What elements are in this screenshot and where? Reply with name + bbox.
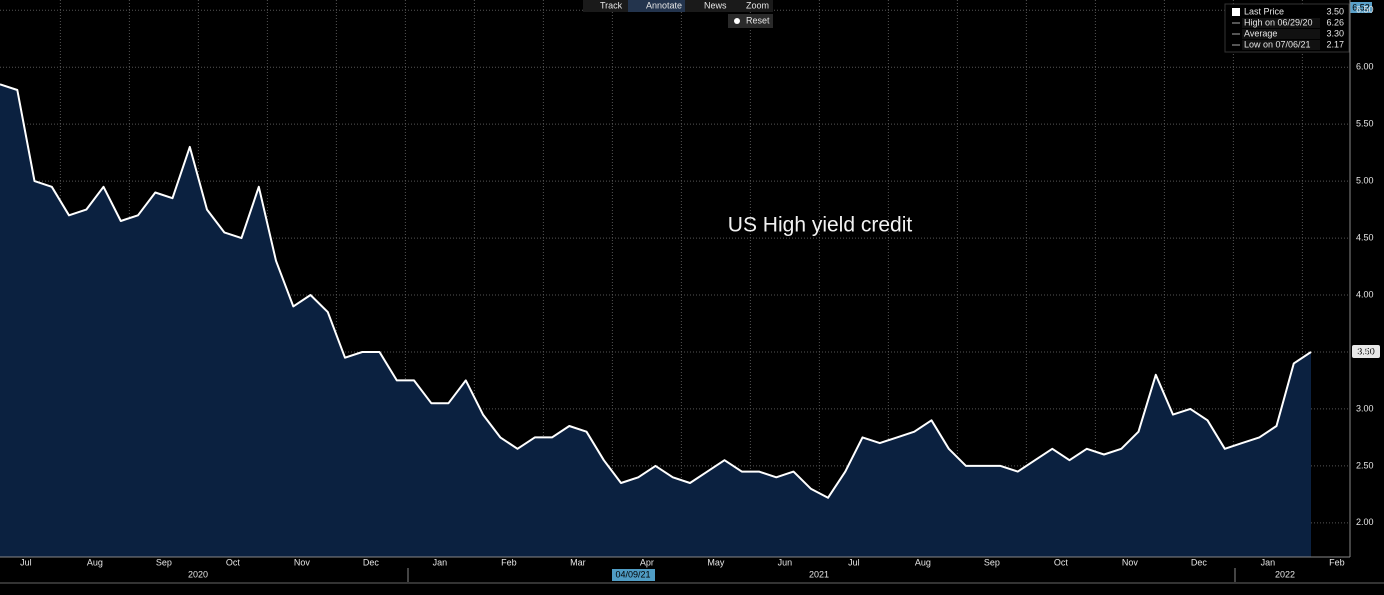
- x-tick-label: Oct: [1054, 557, 1069, 567]
- x-tick-label: Jul: [848, 557, 860, 567]
- y-tick-label: 6.00: [1356, 62, 1374, 72]
- x-tick-label: Feb: [501, 557, 517, 567]
- reset-button[interactable]: [728, 14, 773, 28]
- y-tick-label: 2.00: [1356, 517, 1374, 527]
- y-tick-label: 4.00: [1356, 289, 1374, 299]
- legend-value: 3.30: [1326, 28, 1344, 38]
- x-tick-label: Sep: [984, 557, 1000, 567]
- reset-icon: [734, 18, 740, 24]
- x-tick-label: Nov: [1122, 557, 1139, 567]
- x-tick-label: Oct: [226, 557, 241, 567]
- x-tick-label: Jul: [20, 557, 32, 567]
- toolbar-button[interactable]: Annotate: [646, 0, 682, 10]
- toolbar-button[interactable]: Zoom: [746, 0, 769, 10]
- legend-label-bg: [1242, 40, 1320, 50]
- x-tick-label: Dec: [1191, 557, 1208, 567]
- top-badge: 6.52: [1352, 2, 1370, 12]
- year-label: 2022: [1275, 569, 1295, 579]
- y-tick-label: 5.50: [1356, 119, 1374, 129]
- x-tick-label: Apr: [640, 557, 654, 567]
- reset-label[interactable]: Reset: [746, 15, 770, 25]
- legend-value: 2.17: [1326, 39, 1344, 49]
- price-tag: 3.50: [1357, 346, 1375, 356]
- legend-label: High on 06/29/20: [1244, 17, 1313, 27]
- legend-swatch: [1232, 8, 1240, 16]
- x-tick-label: Aug: [87, 557, 103, 567]
- x-tick-label: Nov: [294, 557, 311, 567]
- y-tick-label: 2.50: [1356, 460, 1374, 470]
- cursor-label: 04/09/21: [615, 569, 650, 579]
- y-tick-label: 3.50: [1356, 346, 1374, 356]
- y-tick-label: 6.50: [1356, 5, 1374, 15]
- year-label: 2020: [188, 569, 208, 579]
- cursor-label-bg: [612, 569, 655, 581]
- x-tick-label: May: [707, 557, 725, 567]
- legend-value: 6.26: [1326, 17, 1344, 27]
- toolbar-button-active: [628, 0, 685, 12]
- legend-label: Last Price: [1244, 6, 1284, 16]
- legend-label-bg: [1242, 18, 1320, 28]
- toolbar-button[interactable]: Track: [600, 0, 623, 10]
- toolbar-button[interactable]: News: [704, 0, 727, 10]
- x-tick-label: Jun: [778, 557, 793, 567]
- y-tick-label: 3.00: [1356, 403, 1374, 413]
- legend-value: 3.50: [1326, 6, 1344, 16]
- price-tag-bg: [1352, 345, 1380, 358]
- x-tick-label: Jan: [1261, 557, 1276, 567]
- legend-label-bg: [1242, 29, 1320, 39]
- legend-label: Average: [1244, 28, 1277, 38]
- x-tick-label: Jan: [433, 557, 448, 567]
- legend-label: Low on 07/06/21: [1244, 39, 1311, 49]
- x-tick-label: Aug: [915, 557, 931, 567]
- x-tick-label: Feb: [1329, 557, 1345, 567]
- year-label: 2021: [809, 569, 829, 579]
- y-tick-label: 4.50: [1356, 232, 1374, 242]
- x-tick-label: Sep: [156, 557, 172, 567]
- legend-label-bg: [1242, 7, 1320, 17]
- y-tick-label: 5.00: [1356, 175, 1374, 185]
- chart-title: US High yield credit: [728, 214, 913, 237]
- top-badge-bg: [1350, 2, 1372, 13]
- x-tick-label: Dec: [363, 557, 380, 567]
- x-tick-label: Mar: [570, 557, 586, 567]
- line: [0, 83, 1312, 499]
- area-fill: [0, 84, 1311, 558]
